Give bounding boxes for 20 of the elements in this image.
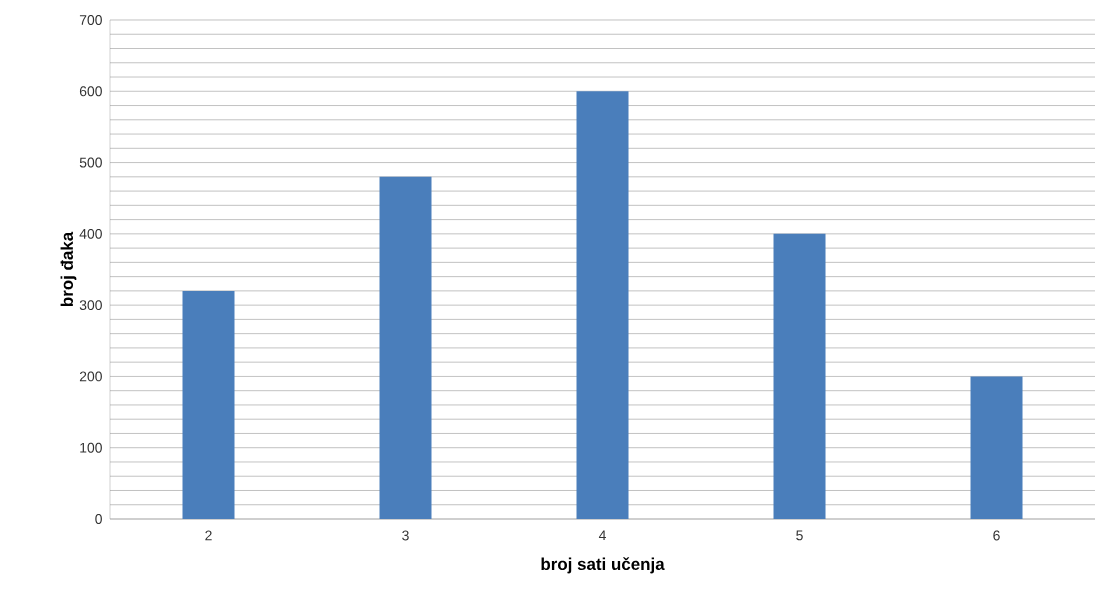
y-tick-label: 600: [79, 86, 102, 97]
x-axis-title: broj sati učenja: [541, 557, 665, 574]
y-tick-label: 300: [79, 300, 102, 311]
bar: [576, 91, 629, 519]
x-tick-label: 6: [993, 530, 1000, 541]
x-tick-label: 5: [796, 530, 803, 541]
bar: [970, 376, 1023, 519]
y-tick-label: 200: [79, 371, 102, 382]
y-tick-label: 400: [79, 228, 102, 239]
y-axis-title: broj đaka: [60, 231, 77, 307]
x-tick-label: 2: [205, 530, 212, 541]
x-tick-label: 4: [598, 530, 606, 541]
y-tick-label: 0: [95, 514, 102, 524]
bar: [773, 233, 826, 519]
bar: [182, 290, 235, 519]
y-tick-label: 100: [80, 442, 102, 453]
y-tick-label: 500: [79, 157, 102, 168]
y-tick-label: 700: [79, 15, 102, 25]
x-tick-label: 3: [402, 530, 409, 541]
bar: [379, 176, 432, 519]
